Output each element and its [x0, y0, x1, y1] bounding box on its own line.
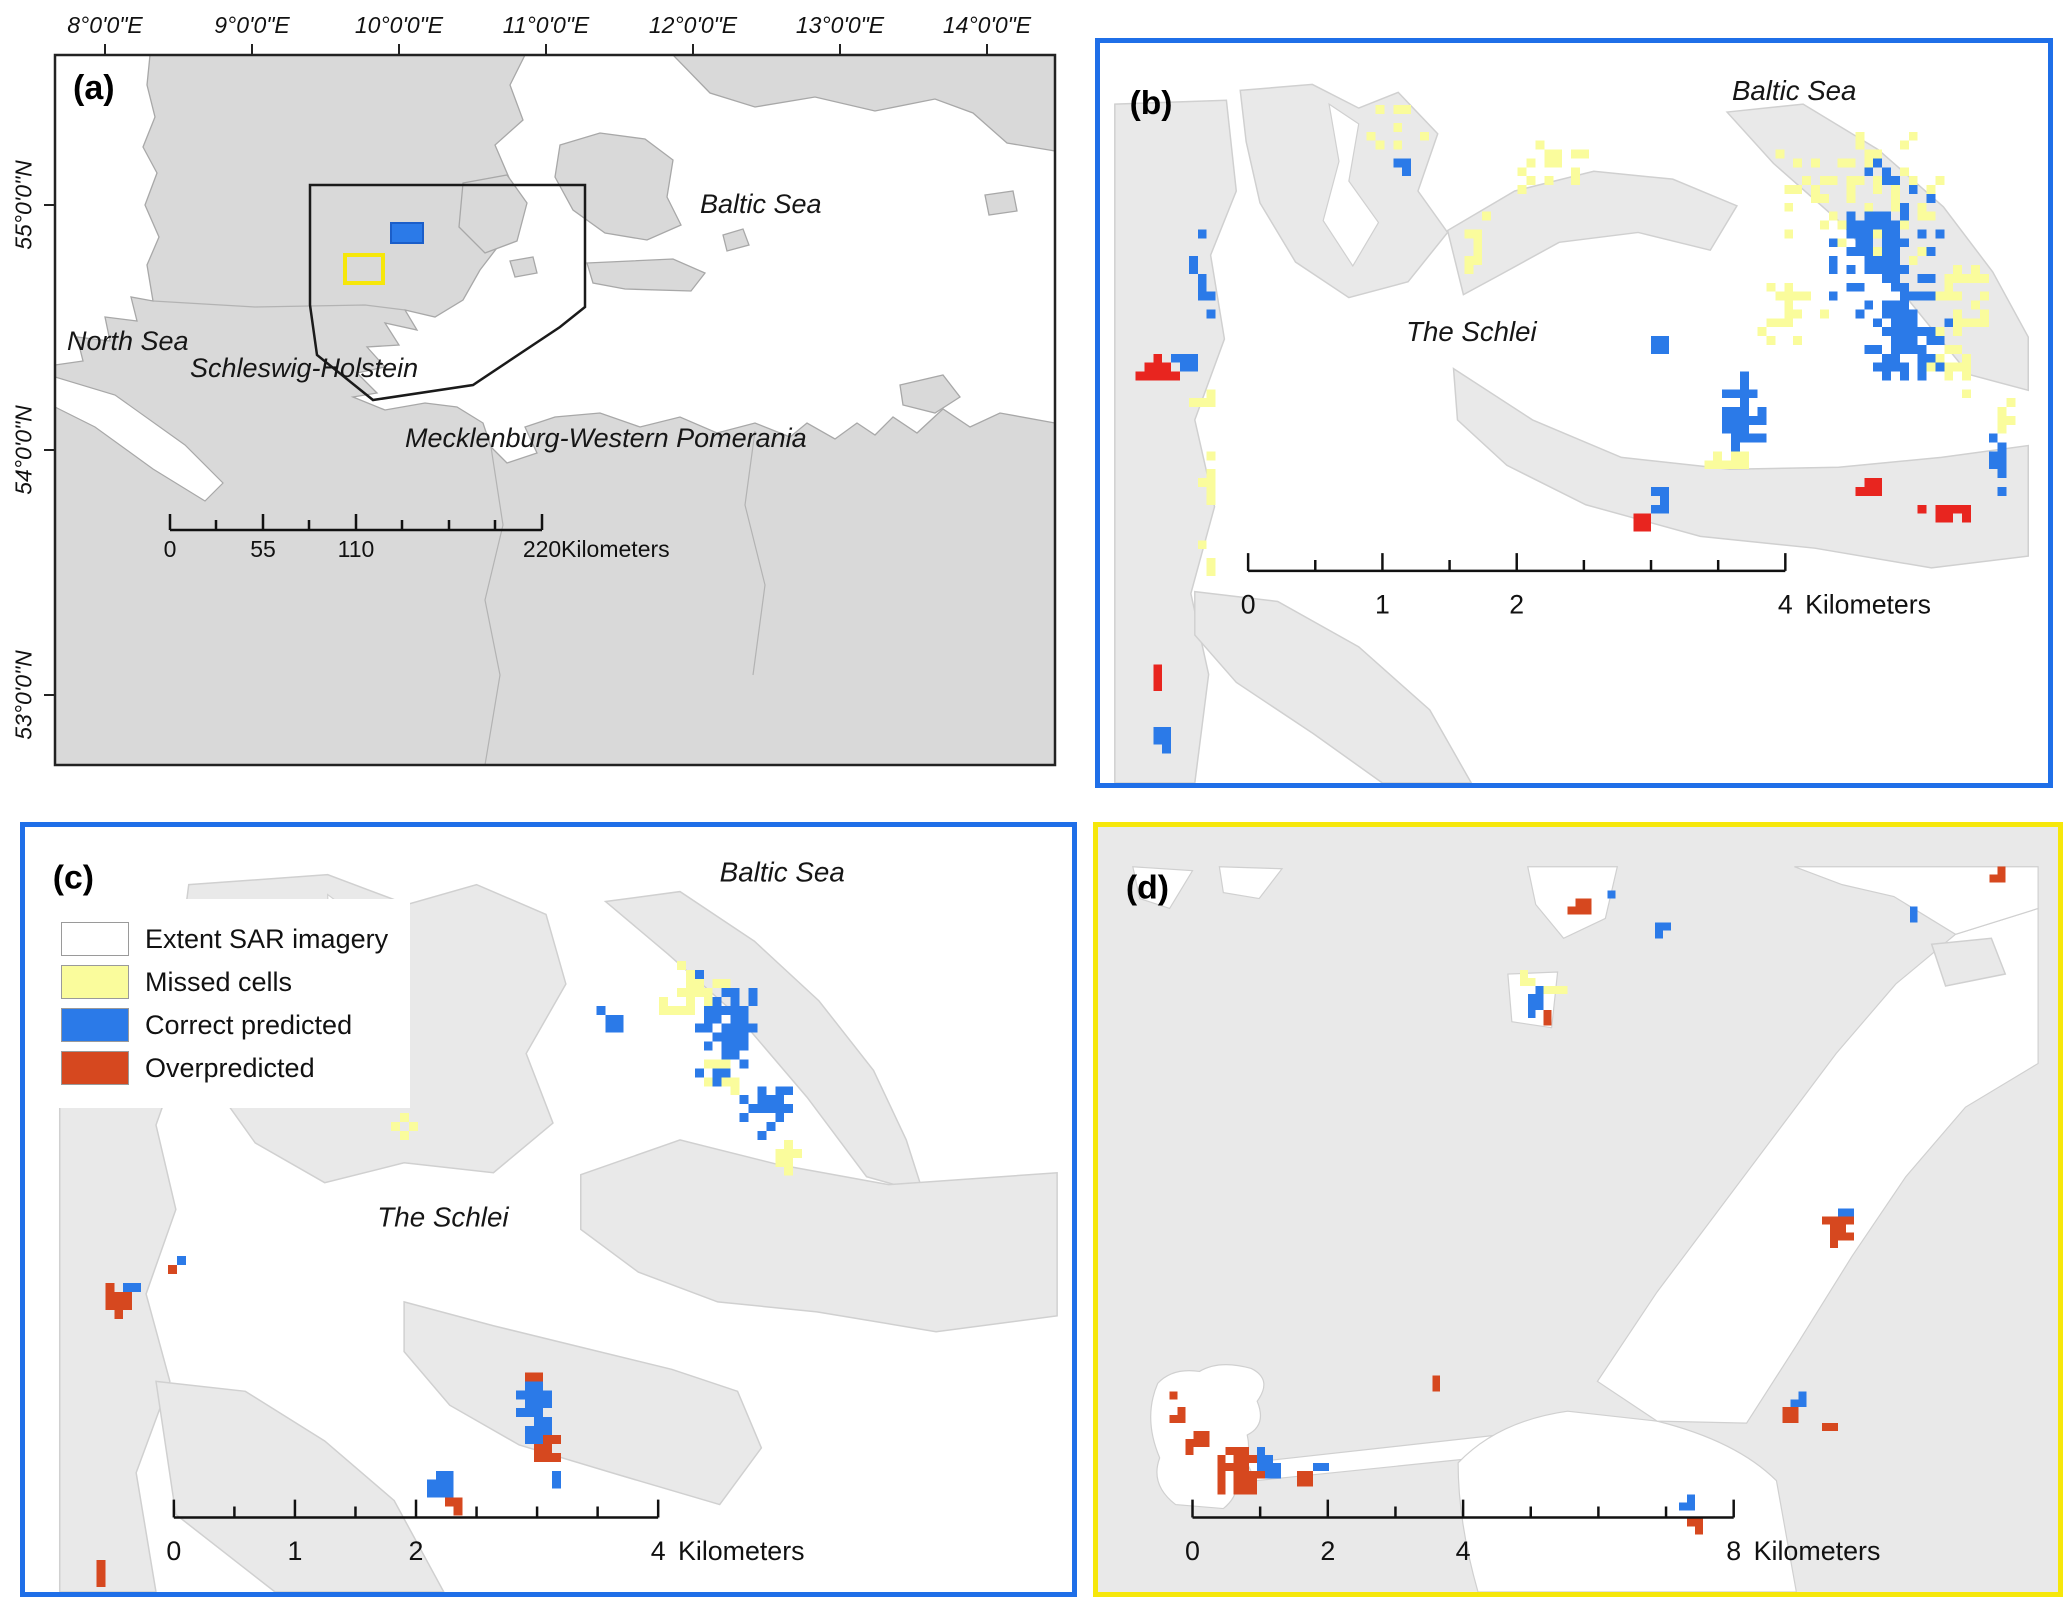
- classification-cells: [96, 961, 803, 1588]
- legend-label: Overpredicted: [145, 1052, 315, 1083]
- scalebar-tick-label: 220: [523, 536, 561, 562]
- panel-letter: (d): [1126, 869, 1169, 907]
- island-funen: [458, 174, 528, 254]
- x-tick-label: 11°0'0"E: [502, 12, 590, 38]
- scalebar-tick-label: 1: [1375, 589, 1390, 619]
- legend-label: Extent SAR imagery: [145, 923, 389, 954]
- scalebar-tick-label: 0: [164, 536, 177, 562]
- small-island: [509, 256, 538, 278]
- island-zealand: [554, 132, 682, 241]
- panel-d: (d) 0 2 4 8 Kilometers: [1093, 822, 2063, 1597]
- scalebar-tick-label: 2: [1509, 589, 1524, 619]
- scalebar-tick-label: 0: [166, 1536, 181, 1566]
- state-boundary: [744, 430, 766, 676]
- legend-item-missed: Missed cells: [61, 965, 388, 999]
- axis-ticks: [44, 44, 988, 696]
- overpredicted-swatch: [61, 1051, 129, 1085]
- island-lolland: [586, 258, 707, 292]
- x-tick-label: 9°0'0"E: [214, 12, 290, 38]
- scalebar-tick-label: 4: [1778, 589, 1793, 619]
- extent-indicator-blue: [390, 222, 424, 244]
- x-tick-label: 12°0'0"E: [648, 12, 738, 38]
- scalebar-tick-label: 4: [1456, 1536, 1471, 1566]
- coastline-layer: (a) Baltic Sea North Sea Schleswig-Holst…: [55, 55, 1055, 765]
- north-sea-label: North Sea: [67, 326, 189, 356]
- y-tick-label: 55°0'0"N: [10, 160, 37, 250]
- legend-label: Correct predicted: [145, 1009, 353, 1040]
- scalebar-tick-label: 0: [1241, 589, 1256, 619]
- scalebar-tick-label: 110: [338, 536, 375, 562]
- scalebar-unit: Kilometers: [678, 1536, 805, 1566]
- scalebar-b: 0 1 2 4 Kilometers: [1241, 553, 1931, 619]
- state-boundary: [484, 446, 504, 765]
- panel-letter: (a): [73, 69, 115, 107]
- x-tick-label: 8°0'0"E: [67, 12, 143, 38]
- x-tick-label: 14°0'0"E: [942, 12, 1032, 38]
- scalebar-d: 0 2 4 8 Kilometers: [1185, 1499, 1881, 1566]
- panel-c: (c) Baltic Sea The Schlei 0 1 2 4 Kilome…: [20, 822, 1077, 1597]
- scalebar-a: 0 55 110 220 Kilometers: [164, 514, 670, 562]
- classification-cells: [1135, 105, 2016, 754]
- schlei-label: The Schlei: [1406, 316, 1537, 347]
- scalebar-unit: Kilometers: [1754, 1536, 1881, 1566]
- sweden-coast: [672, 55, 1055, 152]
- schleswig-holstein-label: Schleswig-Holstein: [190, 353, 418, 383]
- classification-cells: [1169, 866, 2006, 1535]
- island-ruegen: [899, 374, 961, 414]
- baltic-sea-label: Baltic Sea: [720, 857, 845, 888]
- missed-swatch: [61, 965, 129, 999]
- panel-letter: (c): [53, 859, 94, 897]
- mecklenburg-label: Mecklenburg-Western Pomerania: [405, 423, 807, 453]
- scalebar-unit: Kilometers: [1805, 589, 1931, 619]
- scalebar-tick-label: 1: [287, 1536, 302, 1566]
- panel-d-map: (d) 0 2 4 8 Kilometers: [1098, 827, 2058, 1592]
- scalebar-tick-label: 55: [250, 536, 276, 562]
- legend-item-overpredicted: Overpredicted: [61, 1051, 388, 1085]
- legend-item-extent: Extent SAR imagery: [61, 922, 388, 956]
- schlei-label: The Schlei: [377, 1201, 509, 1232]
- correct-swatch: [61, 1008, 129, 1042]
- island-bornholm: [984, 190, 1018, 216]
- legend: Extent SAR imagery Missed cells Correct …: [47, 899, 411, 1108]
- baltic-sea-label: Baltic Sea: [1732, 75, 1856, 106]
- overview-map: (a) Baltic Sea North Sea Schleswig-Holst…: [44, 44, 1057, 767]
- mainland-coast: [55, 55, 1055, 765]
- scalebar-tick-label: 2: [1320, 1536, 1335, 1566]
- panel-b: (b) Baltic Sea The Schlei 0 1 2 4 Kilome…: [1095, 38, 2053, 788]
- small-island: [722, 228, 750, 252]
- y-tick-label: 54°0'0"N: [10, 405, 37, 495]
- extent-indicator-yellow: [343, 253, 385, 285]
- scalebar-unit: Kilometers: [561, 536, 670, 562]
- panel-letter: (b): [1130, 85, 1173, 122]
- legend-label: Missed cells: [145, 966, 293, 997]
- x-tick-label: 10°0'0"E: [354, 12, 444, 38]
- study-area-outline: [308, 183, 587, 402]
- baltic-sea-label: Baltic Sea: [700, 189, 822, 219]
- x-tick-label: 13°0'0"E: [795, 12, 885, 38]
- y-tick-label: 53°0'0"N: [10, 650, 37, 740]
- scalebar-tick-label: 4: [651, 1536, 666, 1566]
- scalebar-tick-label: 0: [1185, 1536, 1200, 1566]
- legend-item-correct: Correct predicted: [61, 1008, 388, 1042]
- scalebar-tick-label: 2: [409, 1536, 424, 1566]
- scalebar-c: 0 1 2 4 Kilometers: [166, 1499, 805, 1566]
- extent-swatch: [61, 922, 129, 956]
- elbe-estuary: [55, 376, 224, 502]
- map-frame: [53, 53, 1057, 767]
- scalebar-tick-label: 8: [1726, 1536, 1741, 1566]
- panel-b-map: (b) Baltic Sea The Schlei 0 1 2 4 Kilome…: [1100, 43, 2048, 783]
